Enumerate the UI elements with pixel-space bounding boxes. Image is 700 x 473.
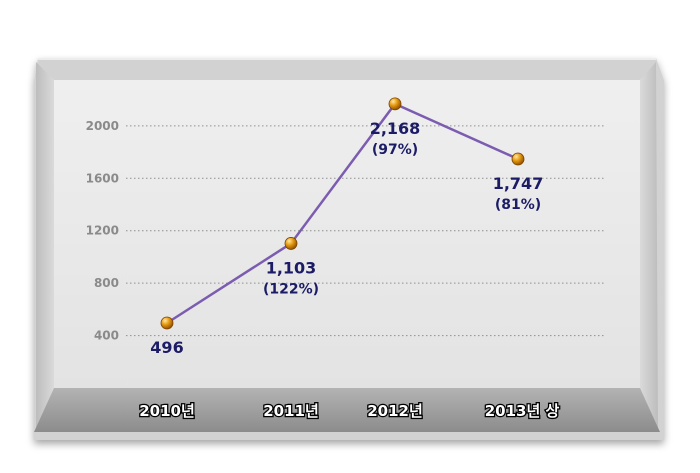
right-wall	[640, 62, 658, 430]
y-tick-label: 400	[94, 329, 119, 343]
gridlines	[126, 125, 606, 337]
data-point	[284, 237, 298, 250]
data-point	[511, 152, 525, 166]
y-tick-label: 1200	[86, 224, 119, 238]
floor-panel	[34, 388, 660, 432]
y-tick-label: 800	[94, 276, 119, 290]
value-label: 2,168	[370, 119, 421, 138]
growth-label: (97%)	[372, 142, 418, 158]
data-labels: 496 1,103 (122%) 2,168 (97%) 1,747 (81%)	[150, 119, 543, 357]
y-tick-label: 1600	[86, 171, 119, 185]
x-tick-label: 2013년 상	[485, 402, 560, 420]
series-line	[166, 102, 519, 325]
back-panel	[54, 80, 640, 388]
data-point	[160, 316, 174, 330]
left-wall	[36, 62, 54, 430]
value-label: 1,747	[493, 174, 544, 193]
x-tick-label: 2012년	[367, 402, 423, 420]
x-tick-label: 2010년	[139, 402, 195, 420]
value-label: 496	[150, 338, 183, 357]
growth-label: (81%)	[495, 197, 541, 213]
growth-label: (122%)	[263, 281, 319, 297]
value-label: 1,103	[266, 258, 317, 277]
y-axis-ticks: 400 800 1200 1600 2000	[86, 119, 119, 343]
series-markers	[160, 97, 525, 330]
x-tick-label: 2011년	[263, 402, 319, 420]
x-axis-ticks: 2010년 2011년 2012년 2013년 상	[138, 401, 561, 422]
y-tick-label: 2000	[86, 119, 119, 133]
chart-frame	[34, 58, 664, 440]
data-point	[388, 97, 402, 111]
